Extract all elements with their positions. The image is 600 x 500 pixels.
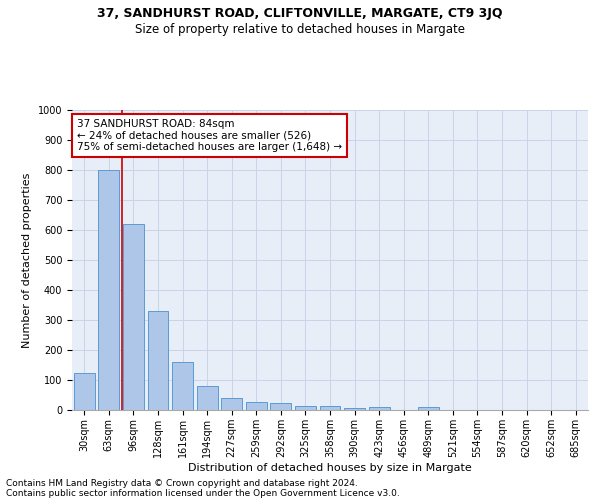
Bar bbox=[221, 398, 242, 410]
Bar bbox=[123, 224, 144, 410]
Y-axis label: Number of detached properties: Number of detached properties bbox=[22, 172, 32, 348]
Bar bbox=[246, 402, 267, 410]
Bar bbox=[368, 407, 389, 410]
Text: 37, SANDHURST ROAD, CLIFTONVILLE, MARGATE, CT9 3JQ: 37, SANDHURST ROAD, CLIFTONVILLE, MARGAT… bbox=[97, 8, 503, 20]
Bar bbox=[172, 362, 193, 410]
Bar bbox=[271, 402, 292, 410]
Bar bbox=[197, 386, 218, 410]
Bar bbox=[74, 372, 95, 410]
Bar bbox=[98, 170, 119, 410]
Text: Contains public sector information licensed under the Open Government Licence v3: Contains public sector information licen… bbox=[6, 488, 400, 498]
X-axis label: Distribution of detached houses by size in Margate: Distribution of detached houses by size … bbox=[188, 462, 472, 472]
Bar bbox=[344, 408, 365, 410]
Bar bbox=[320, 406, 340, 410]
Bar bbox=[148, 311, 169, 410]
Text: Contains HM Land Registry data © Crown copyright and database right 2024.: Contains HM Land Registry data © Crown c… bbox=[6, 478, 358, 488]
Bar bbox=[295, 406, 316, 410]
Bar bbox=[418, 407, 439, 410]
Text: 37 SANDHURST ROAD: 84sqm
← 24% of detached houses are smaller (526)
75% of semi-: 37 SANDHURST ROAD: 84sqm ← 24% of detach… bbox=[77, 119, 342, 152]
Text: Size of property relative to detached houses in Margate: Size of property relative to detached ho… bbox=[135, 22, 465, 36]
